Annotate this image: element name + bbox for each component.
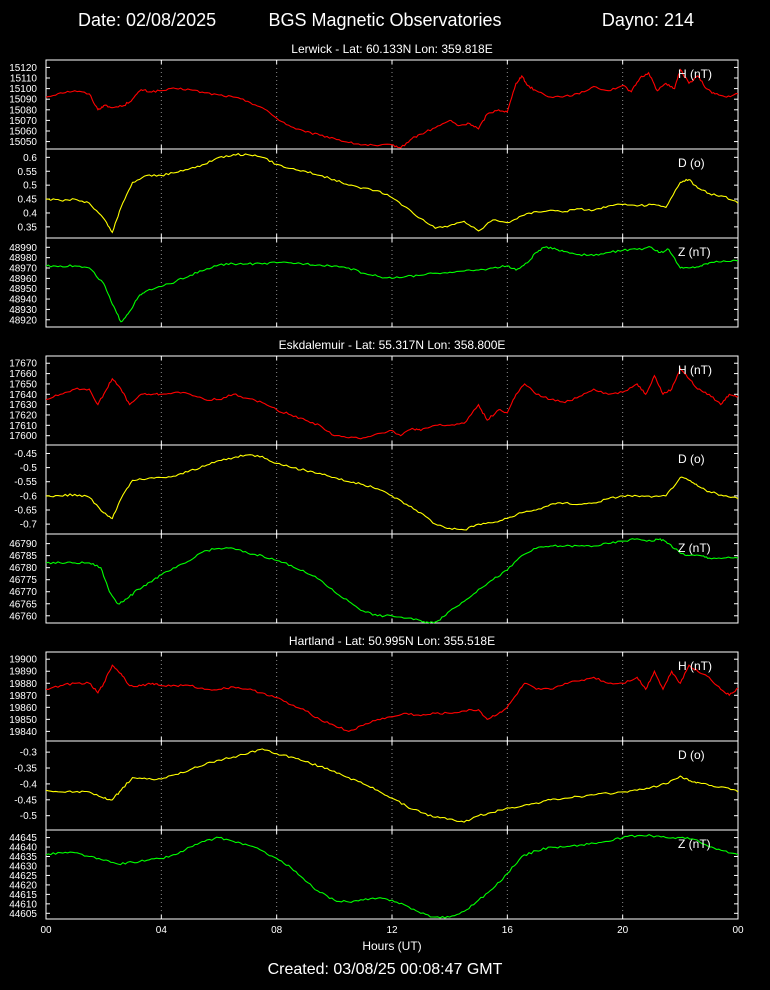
created-timestamp: Created: 03/08/25 00:08:47 GMT [267, 961, 503, 978]
station-title: Lerwick - Lat: 60.133N Lon: 359.818E [291, 42, 492, 56]
y-tick-label: 44645 [9, 833, 37, 844]
series-label: Z (nT) [678, 541, 711, 555]
y-tick-label: 44635 [9, 852, 37, 863]
y-tick-label: 17620 [9, 410, 37, 421]
y-tick-label: 44615 [9, 890, 37, 901]
y-tick-label: 15110 [10, 74, 38, 85]
station-title: Hartland - Lat: 50.995N Lon: 355.518E [289, 634, 495, 648]
y-tick-label: 48920 [9, 315, 37, 326]
y-tick-label: 46775 [9, 575, 37, 586]
y-tick-label: 15120 [9, 63, 37, 74]
y-tick-label: -0.45 [14, 795, 37, 806]
y-tick-label: 15090 [9, 95, 37, 106]
y-tick-label: 44610 [9, 899, 37, 910]
y-tick-label: 0.35 [18, 222, 38, 233]
series-label: Z (nT) [678, 837, 711, 851]
page-title: BGS Magnetic Observatories [268, 10, 502, 30]
y-tick-label: 17660 [9, 369, 37, 380]
series-line-d [45, 152, 739, 234]
series-label: Z (nT) [678, 245, 711, 259]
y-tick-label: 0.45 [18, 195, 38, 206]
x-tick-label: 12 [386, 925, 398, 936]
y-tick-label: 46765 [9, 599, 37, 610]
series-line-z [45, 246, 739, 323]
series-label: H (nT) [678, 363, 712, 377]
y-tick-label: 15100 [9, 84, 37, 95]
y-tick-label: 17640 [9, 390, 37, 401]
y-tick-label: 48960 [9, 274, 37, 285]
y-tick-label: 19850 [9, 715, 37, 726]
y-tick-label: 0.6 [23, 153, 37, 164]
series-label: H (nT) [678, 67, 712, 81]
station-title: Eskdalemuir - Lat: 55.317N Lon: 358.800E [279, 338, 506, 352]
y-tick-label: 19900 [9, 655, 37, 666]
y-tick-label: -0.4 [20, 779, 38, 790]
y-tick-label: 44625 [9, 871, 37, 882]
y-tick-label: -0.6 [20, 491, 38, 502]
series-label: D (o) [678, 452, 705, 466]
x-tick-label: 08 [271, 925, 283, 936]
y-tick-label: 17650 [9, 379, 37, 390]
y-tick-label: 48990 [9, 243, 37, 254]
y-tick-label: -0.5 [20, 463, 38, 474]
x-tick-label: 00 [40, 925, 52, 936]
y-tick-label: 15070 [9, 116, 37, 127]
series-line-h [45, 664, 739, 732]
y-tick-label: 17630 [9, 400, 37, 411]
x-tick-label: 20 [617, 925, 629, 936]
y-tick-label: 0.4 [23, 208, 37, 219]
y-tick-label: 46790 [9, 539, 37, 550]
y-tick-label: 48970 [9, 264, 37, 275]
y-tick-label: 17600 [9, 431, 37, 442]
y-tick-label: -0.7 [20, 520, 38, 531]
y-tick-label: 48930 [9, 305, 37, 316]
x-tick-label: 04 [156, 925, 168, 936]
series-line-z [45, 833, 739, 919]
series-label: H (nT) [678, 659, 712, 673]
y-tick-label: 46760 [9, 611, 37, 622]
y-tick-label: 15050 [9, 137, 37, 148]
series-label: D (o) [678, 748, 705, 762]
y-tick-label: 48940 [9, 295, 37, 306]
y-tick-label: 46770 [9, 587, 37, 598]
x-tick-label: 00 [732, 925, 744, 936]
series-line-z [45, 538, 739, 624]
y-tick-label: 46780 [9, 563, 37, 574]
y-tick-label: 17610 [9, 421, 37, 432]
y-tick-label: 19880 [9, 679, 37, 690]
y-tick-label: 17670 [9, 359, 37, 370]
y-tick-label: -0.5 [20, 811, 38, 822]
series-line-d [45, 454, 739, 531]
series-line-h [45, 68, 739, 149]
date-label: Date: 02/08/2025 [78, 10, 217, 30]
x-tick-label: 16 [502, 925, 514, 936]
y-tick-label: 19870 [9, 691, 37, 702]
y-tick-label: 46785 [9, 551, 37, 562]
dayno-label: Dayno: 214 [601, 10, 694, 30]
y-tick-label: 44640 [9, 843, 37, 854]
y-tick-label: 19890 [9, 667, 37, 678]
series-label: D (o) [678, 156, 705, 170]
y-tick-label: -0.65 [14, 505, 37, 516]
y-tick-label: 15060 [9, 126, 37, 137]
series-line-h [45, 367, 739, 440]
y-tick-label: 15080 [9, 105, 37, 116]
y-tick-label: 44620 [9, 880, 37, 891]
y-tick-label: 19860 [9, 703, 37, 714]
y-tick-label: 48950 [9, 284, 37, 295]
y-tick-label: 48980 [9, 253, 37, 264]
y-tick-label: -0.55 [14, 477, 37, 488]
y-tick-label: 0.55 [18, 167, 38, 178]
y-tick-label: 44605 [9, 909, 37, 920]
y-tick-label: 0.5 [23, 181, 37, 192]
x-axis-label: Hours (UT) [362, 939, 421, 953]
y-tick-label: -0.45 [14, 449, 37, 460]
y-tick-label: -0.3 [20, 748, 38, 759]
y-tick-label: 44630 [9, 861, 37, 872]
series-line-d [45, 748, 739, 823]
y-tick-label: -0.35 [14, 764, 37, 775]
y-tick-label: 19840 [9, 727, 37, 738]
